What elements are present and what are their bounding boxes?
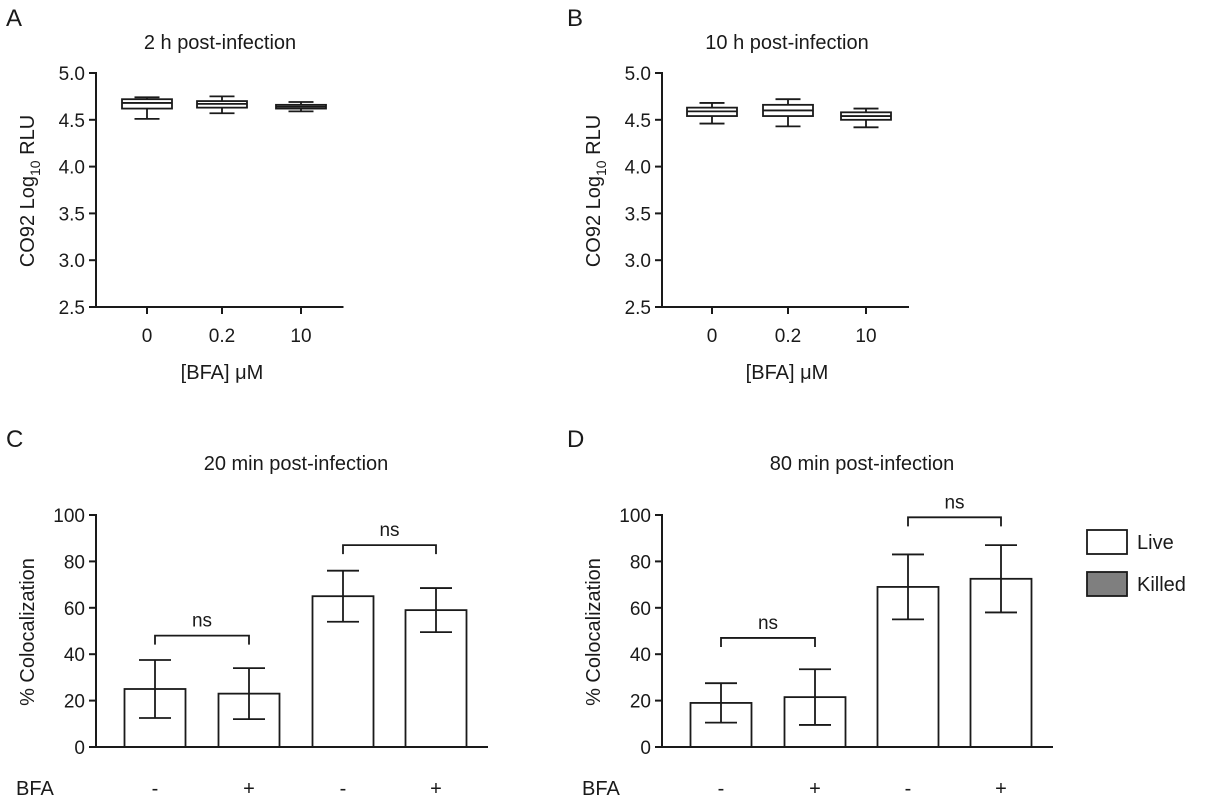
significance-bracket [907, 516, 1002, 527]
panel-d-row-label: BFA [582, 778, 620, 800]
y-tick-label: 0 [74, 738, 85, 759]
panel-b-title: 10 h post-infection [705, 32, 868, 54]
y-tick-label: 3.0 [625, 251, 651, 272]
x-tick-label: 10 [855, 326, 876, 347]
bfa-sign-label: - [340, 778, 347, 800]
x-tick-label: 0 [707, 326, 718, 347]
panel-c-title: 20 min post-infection [204, 453, 389, 475]
significance-label: ns [192, 611, 212, 632]
y-tick-label: 5.0 [59, 64, 85, 85]
panel-a-xlabel: [BFA] μM [181, 362, 264, 384]
y-tick-label: 2.5 [59, 298, 85, 319]
x-tick-label: 10 [290, 326, 311, 347]
panel-c-plot: 0 20 40 60 80 100 - + - + ns ns [53, 506, 488, 800]
panel-b-ylabel-tail: RLU [583, 115, 605, 161]
panel-b-letter: B [567, 5, 583, 32]
y-tick-label: 80 [630, 552, 651, 573]
panel-d-title: 80 min post-infection [770, 453, 955, 475]
y-tick-label: 4.5 [625, 111, 651, 132]
bfa-sign-label: + [430, 778, 442, 800]
legend-killed-swatch [1086, 571, 1128, 597]
y-tick-label: 5.0 [625, 64, 651, 85]
x-tick-label: 0 [142, 326, 153, 347]
panel-a-plot: 2.5 3.0 3.5 4.0 4.5 5.0 0 0.2 10 [59, 64, 344, 347]
significance-bracket [342, 544, 437, 555]
x-tick-label: 0.2 [775, 326, 801, 347]
y-tick-label: 100 [53, 506, 85, 527]
bfa-sign-label: - [152, 778, 159, 800]
significance-label: ns [379, 520, 399, 541]
bfa-sign-label: + [995, 778, 1007, 800]
panel-d-plot: 0 20 40 60 80 100 - + - + ns ns [619, 492, 1053, 800]
x-tick-label: 0.2 [209, 326, 235, 347]
significance-label: ns [944, 492, 964, 513]
y-tick-label: 0 [640, 738, 651, 759]
panel-a-title: 2 h post-infection [144, 32, 296, 54]
panel-b-ylabel-sub: 10 [593, 160, 609, 176]
legend-killed-label: Killed [1137, 574, 1186, 596]
bfa-sign-label: + [809, 778, 821, 800]
y-tick-label: 80 [64, 552, 85, 573]
y-tick-label: 60 [630, 599, 651, 620]
y-tick-label: 100 [619, 506, 651, 527]
significance-bracket [154, 634, 250, 645]
y-tick-label: 3.5 [625, 204, 651, 225]
panel-b-plot: 2.5 3.0 3.5 4.0 4.5 5.0 0 0.2 10 [625, 64, 909, 347]
panel-a-ylabel: CO92 Log10 RLU [17, 115, 43, 267]
y-tick-label: 3.5 [59, 204, 85, 225]
panel-b-xlabel: [BFA] μM [746, 362, 829, 384]
box-iqr [121, 98, 173, 110]
panel-c-letter: C [6, 426, 23, 453]
panel-a-ylabel-sub: 10 [27, 160, 43, 176]
significance-bracket [720, 637, 816, 647]
y-tick-label: 4.0 [59, 158, 85, 179]
panel-a: A 2 h post-infection 2.5 3.0 3.5 4.0 4.5 5.0 0… [6, 5, 344, 384]
y-tick-label: 40 [630, 645, 651, 666]
y-tick-label: 4.0 [625, 158, 651, 179]
panel-a-letter: A [6, 5, 22, 32]
legend: Live Killed [1086, 529, 1186, 597]
y-tick-label: 4.5 [59, 111, 85, 132]
legend-live-label: Live [1137, 532, 1174, 554]
y-tick-label: 2.5 [625, 298, 651, 319]
panel-d-letter: D [567, 426, 584, 453]
bfa-sign-label: + [243, 778, 255, 800]
y-tick-label: 3.0 [59, 251, 85, 272]
y-tick-label: 20 [630, 692, 651, 713]
panel-b-ylabel: CO92 Log10 RLU [583, 115, 609, 267]
y-tick-label: 40 [64, 645, 85, 666]
panel-d-ylabel: % Colocalization [583, 558, 605, 706]
panel-a-ylabel-tail: RLU [17, 115, 39, 161]
panel-c-ylabel: % Colocalization [17, 558, 39, 706]
panel-d: D 80 min post-infection 0 20 40 60 80 100 - + - +… [567, 426, 1053, 800]
panel-b-ylabel-main: CO92 Log [583, 176, 605, 267]
panel-c-row-label: BFA [16, 778, 54, 800]
legend-live-swatch [1086, 529, 1128, 555]
bfa-sign-label: - [718, 778, 725, 800]
panel-c: C 20 min post-infection 0 20 40 60 80 100 - + - +… [6, 426, 488, 800]
y-tick-label: 60 [64, 599, 85, 620]
y-tick-label: 20 [64, 692, 85, 713]
panel-b: B 10 h post-infection 2.5 3.0 3.5 4.0 4.5 5.0… [567, 5, 909, 384]
significance-label: ns [758, 613, 778, 634]
bfa-sign-label: - [905, 778, 912, 800]
panel-a-ylabel-main: CO92 Log [17, 176, 39, 267]
